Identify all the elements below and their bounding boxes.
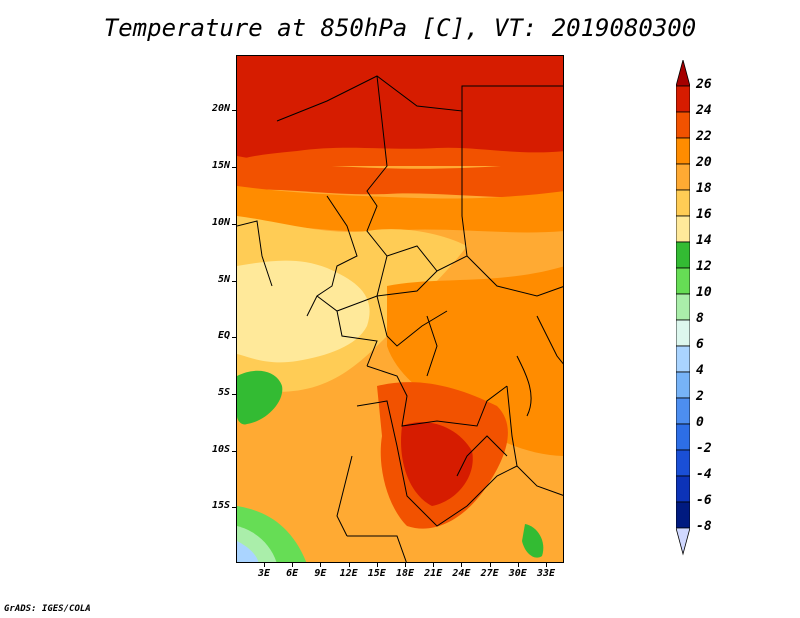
lon-tick (461, 563, 463, 567)
colorbar-level-label: 26 (696, 77, 712, 92)
colorbar-under-arrow (676, 527, 690, 556)
lat-tick (232, 394, 236, 395)
colorbar-box (676, 397, 690, 425)
colorbar-level-label: 10 (696, 285, 712, 300)
lat-tick (232, 451, 236, 452)
lat-label: 10S (211, 444, 230, 455)
colorbar-box (676, 241, 690, 269)
lon-tick (320, 563, 322, 567)
lat-label: 15N (211, 160, 230, 171)
colorbar-box (676, 319, 690, 347)
colorbar-level-label: 8 (696, 311, 704, 326)
colorbar-box (676, 189, 690, 217)
lon-label: 6E (286, 568, 299, 579)
colorbar-box (676, 111, 690, 139)
lon-tick (489, 563, 491, 567)
lon-tick (376, 563, 378, 567)
colorbar-box (676, 449, 690, 477)
colorbar-box (676, 475, 690, 503)
lat-tick (232, 167, 236, 168)
lon-label: 18E (395, 568, 415, 579)
lon-label: 21E (424, 568, 443, 579)
temperature-map (236, 55, 564, 563)
field-north-26 (237, 56, 563, 161)
lon-label: 15E (367, 568, 386, 579)
lon-label: 24E (452, 568, 471, 579)
footer-credit: GrADS: IGES/COLA (4, 604, 91, 614)
lat-label: 15S (211, 500, 230, 511)
colorbar-box (676, 215, 690, 243)
lat-label: 10N (211, 217, 230, 228)
lon-tick (546, 563, 547, 567)
colorbar-box (676, 85, 690, 113)
field-sw-4 (237, 541, 259, 562)
map-field (237, 56, 563, 562)
colorbar-level-label: 16 (696, 207, 712, 222)
lat-tick (232, 507, 236, 508)
colorbar-box (676, 501, 690, 529)
field-se-green (522, 524, 544, 558)
lon-tick (264, 563, 265, 567)
lon-tick (517, 563, 519, 567)
field-east-20 (387, 266, 563, 456)
lon-tick (405, 563, 406, 567)
lat-label: EQ (217, 330, 230, 341)
colorbar (676, 60, 690, 556)
chart-title: Temperature at 850hPa [C], VT: 201908030… (103, 14, 697, 42)
colorbar-level-label: 12 (696, 259, 712, 274)
colorbar-box (676, 371, 690, 399)
lat-label: 20N (211, 103, 230, 114)
colorbar-level-label: -4 (696, 467, 712, 482)
lat-label: 5S (217, 387, 230, 398)
field-south-26 (401, 422, 473, 506)
colorbar-level-label: 18 (696, 181, 712, 196)
lon-tick (433, 563, 435, 567)
colorbar-box (676, 345, 690, 373)
lat-label: 5N (217, 274, 230, 285)
colorbar-box (676, 293, 690, 321)
colorbar-level-label: 20 (696, 155, 712, 170)
lat-tick (232, 337, 236, 338)
field-band-22 (237, 186, 563, 233)
lat-tick (232, 224, 236, 225)
colorbar-level-label: 22 (696, 129, 712, 144)
lat-tick (232, 110, 236, 111)
field-green-patch (237, 370, 283, 425)
colorbar-level-label: 0 (696, 415, 704, 430)
lon-label: 30E (508, 568, 527, 579)
lon-label: 33E (536, 568, 556, 579)
colorbar-box (676, 137, 690, 165)
lat-tick (232, 281, 236, 282)
colorbar-box (676, 423, 690, 451)
colorbar-level-label: 6 (696, 337, 704, 352)
field-coast-14 (237, 260, 370, 363)
lon-label: 9E (314, 568, 327, 579)
colorbar-level-label: -6 (696, 493, 712, 508)
field-band-24 (237, 156, 563, 198)
colorbar-box (676, 163, 690, 191)
lon-tick (348, 563, 350, 567)
colorbar-level-label: 4 (696, 363, 704, 378)
lon-label: 3E (257, 568, 271, 579)
country-borders (237, 75, 563, 562)
colorbar-level-label: -2 (696, 441, 712, 456)
lon-tick (292, 563, 294, 567)
colorbar-level-label: -8 (696, 519, 712, 534)
colorbar-box (676, 267, 690, 295)
colorbar-level-label: 24 (696, 103, 712, 118)
colorbar-level-label: 2 (696, 389, 704, 404)
colorbar-over-arrow (676, 60, 690, 87)
lon-label: 12E (339, 568, 358, 579)
lon-label: 27E (480, 568, 499, 579)
colorbar-level-label: 14 (696, 233, 712, 248)
